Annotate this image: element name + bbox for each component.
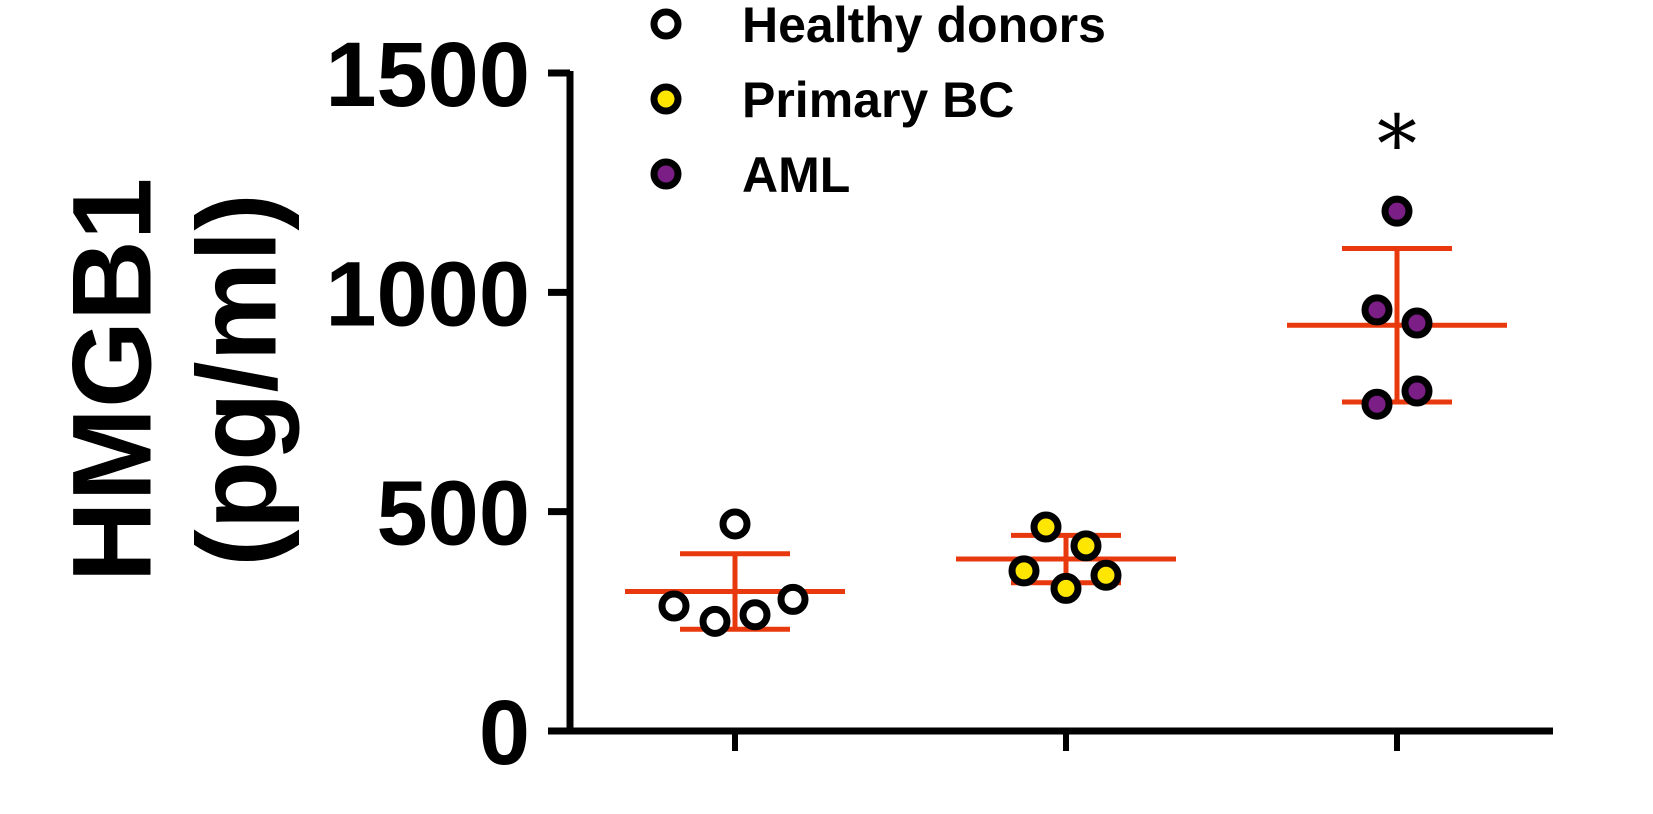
legend-label: Healthy donors: [742, 0, 1106, 53]
legend-marker: [650, 83, 682, 115]
x-axis-ticks: [732, 731, 1400, 751]
legend-label: Primary BC: [742, 72, 1014, 128]
data-point: [1401, 375, 1433, 407]
data-point: [1090, 559, 1122, 591]
legend-marker: [650, 158, 682, 190]
data-point: [699, 605, 731, 637]
legend: Healthy donors Primary BC AML: [650, 0, 1106, 203]
data-point: [1030, 511, 1062, 543]
data-point: [1008, 555, 1040, 587]
y-axis-ticks: 0 500 1000 1500: [325, 24, 570, 784]
data-point: [1401, 307, 1433, 339]
data-point: [1050, 572, 1082, 604]
y-tick-label: 0: [479, 682, 530, 784]
y-axis-label: HMGB1 (pg/ml): [50, 178, 300, 582]
y-axis-label-line: HMGB1: [50, 178, 175, 582]
data-points: [658, 195, 1433, 637]
y-axis-label-line: (pg/ml): [175, 193, 300, 566]
significance-asterisk: *: [1377, 98, 1417, 191]
data-point: [1361, 294, 1393, 326]
data-point: [739, 599, 771, 631]
data-point: [1381, 195, 1413, 227]
y-tick-label: 1500: [325, 24, 530, 126]
annotations: *: [1377, 98, 1417, 191]
data-point: [1070, 530, 1102, 562]
y-tick-label: 1000: [325, 243, 530, 345]
data-point: [777, 583, 809, 615]
axes: [566, 71, 1553, 735]
legend-marker: [650, 8, 682, 40]
data-point: [658, 590, 690, 622]
legend-label: AML: [742, 147, 850, 203]
data-point: [1361, 388, 1393, 420]
y-tick-label: 500: [377, 463, 531, 565]
data-point: [719, 508, 751, 540]
